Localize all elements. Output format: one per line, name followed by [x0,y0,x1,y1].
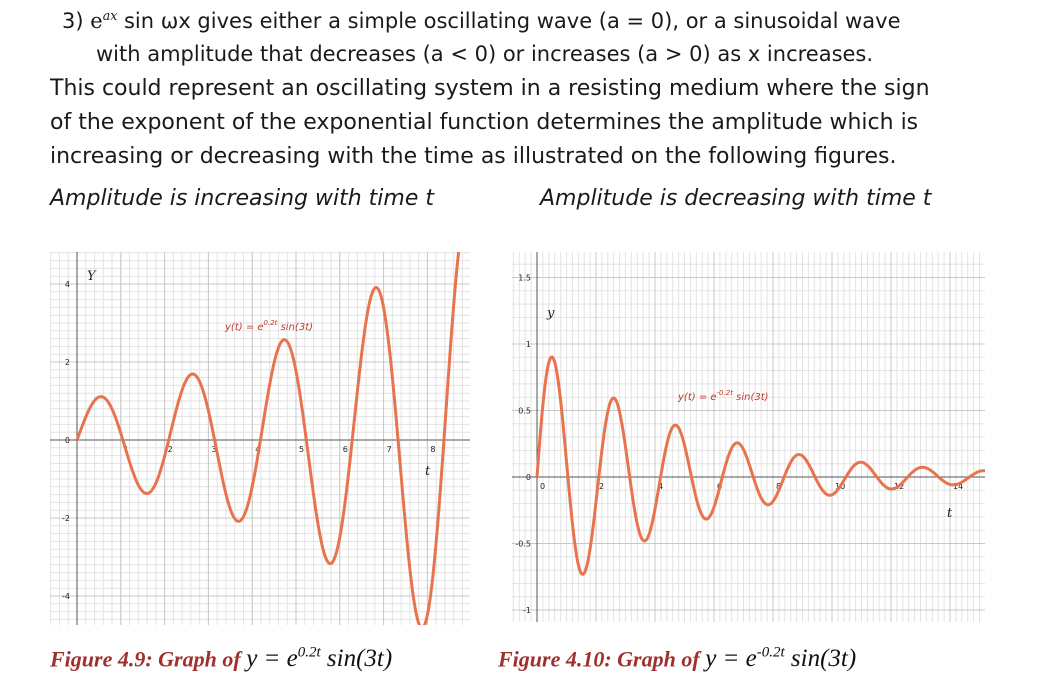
caption: Figure 4.10: Graph of y = e-0.2t sin(3t) [498,645,856,673]
paragraph-line: increasing or decreasing with the time a… [50,144,897,169]
y-tick-label: 2 [65,358,70,367]
y-tick-label: -0.5 [515,540,531,549]
paragraph-line: This could represent an oscillating syst… [50,76,930,101]
x-axis-label: t [947,506,953,521]
x-tick-label: 6 [343,445,348,454]
formula: y(t) = e0.2t sin(3t) [224,319,313,333]
y-tick-label: 1.5 [518,274,531,283]
y-axis-label: y [546,306,555,321]
formula: y(t) = e-0.2t sin(3t) [677,389,769,403]
x-tick-label: 5 [299,445,304,454]
formula-exp: 0.2t [264,319,278,327]
caption-func: sin(3t) [790,645,857,673]
y-tick-label: -2 [62,514,70,523]
formula-lhs: y(t) = e [224,322,264,333]
caption-text: Figure 4.10: Graph of [498,646,700,672]
heading: Amplitude is decreasing with time t [540,186,932,211]
caption-math: y = e [705,645,757,673]
x-tick-label: 7 [387,445,392,454]
y-tick-label: 4 [65,280,70,289]
formula-lhs: y(t) = e [677,392,717,403]
math: eax [90,8,118,33]
x-tick-label: 8 [776,482,781,491]
formula-rhs: sin(3t) [733,392,769,403]
caption: Figure 4.9: Graph of y = e0.2t sin(3t) [50,645,392,673]
x-tick-label: 14 [953,482,963,491]
x-tick-label: 2 [599,482,604,491]
curve [535,355,985,576]
caption-exp: -0.2t [756,645,785,661]
formula-exp: -0.2t [717,389,734,397]
caption-math: y = e [246,645,298,673]
y-tick-label: 1 [526,340,531,349]
x-tick-label: 4 [658,482,663,491]
curve [75,252,461,625]
formula-rhs: sin(3t) [277,322,313,333]
math-base: e [90,9,103,33]
item-text: sin ωx gives either a simple oscillating… [117,9,901,33]
item-line: with amplitude that decreases (a < 0) or… [96,42,874,66]
math-exp: ax [102,8,118,23]
x-axis-label: t [425,464,431,479]
paragraph-line: of the exponent of the exponential funct… [50,110,919,135]
heading: Amplitude is increasing with time t [50,186,434,211]
item-line: 3) eax sin ωx gives either a simple osci… [62,8,901,33]
x-tick-label: 3 [211,445,216,454]
y-axis-label: Y [87,269,97,284]
item-label: 3) [62,9,84,33]
caption-exp: 0.2t [297,645,321,661]
caption-func: sin(3t) [326,645,393,673]
y-tick-label: 0.5 [518,407,531,416]
caption-text: Figure 4.9: Graph of [50,646,241,672]
y-tick-label: -4 [62,592,70,601]
x-tick-label: 2 [168,445,173,454]
x-tick-label: 8 [430,445,435,454]
x-tick-label: 0 [540,482,545,491]
y-tick-label: -1 [523,606,531,615]
